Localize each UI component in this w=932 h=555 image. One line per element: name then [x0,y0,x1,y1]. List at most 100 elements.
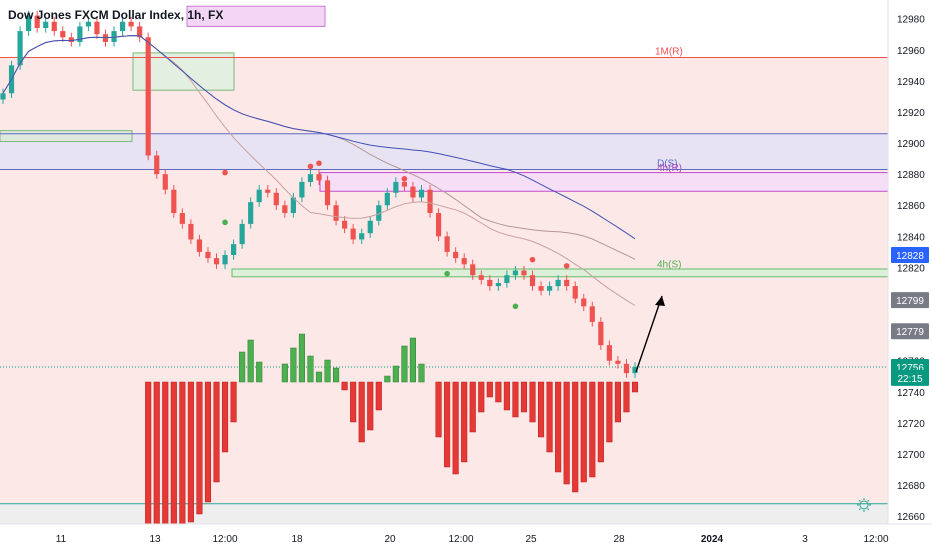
candle-body [111,31,117,42]
candle-body [154,155,160,175]
candle-body [487,279,493,287]
x-tick-label: 25 [525,534,537,545]
histogram-down-bar [597,381,604,463]
sell-signal-marker [529,256,536,263]
candle-body [546,286,553,291]
candle-body [350,228,356,240]
candle-body [230,244,237,256]
x-tick-label: 2024 [701,534,724,545]
bottom-zone [0,503,888,524]
price-badge-label: 12828 [896,251,924,262]
histogram-down-bar [179,381,186,528]
candle-body [179,213,185,224]
histogram-down-bar [452,381,459,475]
left-demand-box [0,130,133,142]
x-tick-label: 3 [802,534,808,545]
projection-arrowhead [655,296,665,306]
candle-body [606,345,612,361]
candle-body [393,181,399,193]
histogram-down-bar [555,381,562,473]
chart-title: Dow Jones FXCM Dollar Index, 1h, FX [8,8,223,22]
histogram-down-bar [358,381,365,443]
histogram-down-bar [520,381,528,413]
settings-icon[interactable] [859,500,869,510]
candle-body [119,21,126,32]
histogram-up-bar [307,355,314,383]
candle-body [145,37,151,156]
top-supply-box [186,5,326,27]
candle-body [572,286,578,299]
candle-body [401,181,408,187]
buy-signal-marker [444,270,450,277]
sell-signal-marker [307,163,314,170]
histogram-up-bar [281,363,288,383]
projection-arrow [635,295,663,373]
histogram-down-bar [204,381,212,503]
candle-body [43,21,49,28]
price-badge-label: 22:15 [897,374,922,385]
candle-body [367,220,373,234]
candle-body [85,21,92,27]
settings-icon-ray [867,508,870,511]
candle-body [299,181,305,198]
histogram-down-bar [145,381,152,533]
histogram-down-bar [580,381,587,483]
histogram-down-bar [623,381,630,413]
sell-signal-marker [316,160,322,167]
histogram-down-bar [435,381,442,438]
y-tick-label: 12880 [897,170,925,181]
histogram-down-bar [375,381,382,411]
y-tick-label: 12860 [897,201,925,212]
candle-body [307,174,314,182]
h4-support-box [231,268,889,278]
price-badge [891,369,929,386]
histogram-down-bar [606,381,613,443]
x-tick-label: 11 [56,534,67,545]
candle-body [0,93,6,100]
candle-body [273,192,279,206]
candle-body [265,189,271,193]
candle-body [94,21,100,35]
candle-body [316,174,322,181]
y-tick-label: 12840 [897,232,925,243]
price-badge-label: 12799 [896,296,924,307]
y-tick-label: 12920 [897,108,925,119]
y-tick-label: 12900 [897,139,925,150]
histogram-up-bar [324,359,331,383]
histogram-up-bar [384,375,391,383]
candle-body [478,275,484,280]
candle-body [427,189,433,214]
histogram-down-bar [222,381,229,453]
daily-zone [0,133,888,170]
ema-200-line [2,35,636,240]
histogram-down-bar [614,381,621,423]
histogram-up-bar [418,363,425,383]
sell-signal-marker [563,263,570,269]
candle-body [529,275,536,287]
histogram-up-bar [333,367,340,383]
histogram-up-bar [401,345,408,383]
histogram-down-bar [572,381,579,493]
x-tick-label: 28 [613,534,625,545]
price-badge [891,323,929,340]
settings-icon-ray [858,499,861,502]
candle-body [188,223,194,240]
candle-body [461,258,467,265]
candle-body [589,306,595,322]
candle-body [598,321,604,346]
level-label-0: 1M(R) [655,47,683,58]
candle-body [196,239,203,252]
candle-body [453,251,459,259]
histogram-down-bar [495,381,502,403]
candle-body [282,205,288,214]
resistance-zone [0,57,888,504]
candle-body [359,233,365,240]
x-tick-label: 13 [149,534,161,545]
candle-body [632,366,638,374]
histogram-down-bar [563,381,570,485]
candle-body [290,197,296,214]
settings-icon-ray [867,499,870,502]
histogram-up-bar [256,361,263,383]
